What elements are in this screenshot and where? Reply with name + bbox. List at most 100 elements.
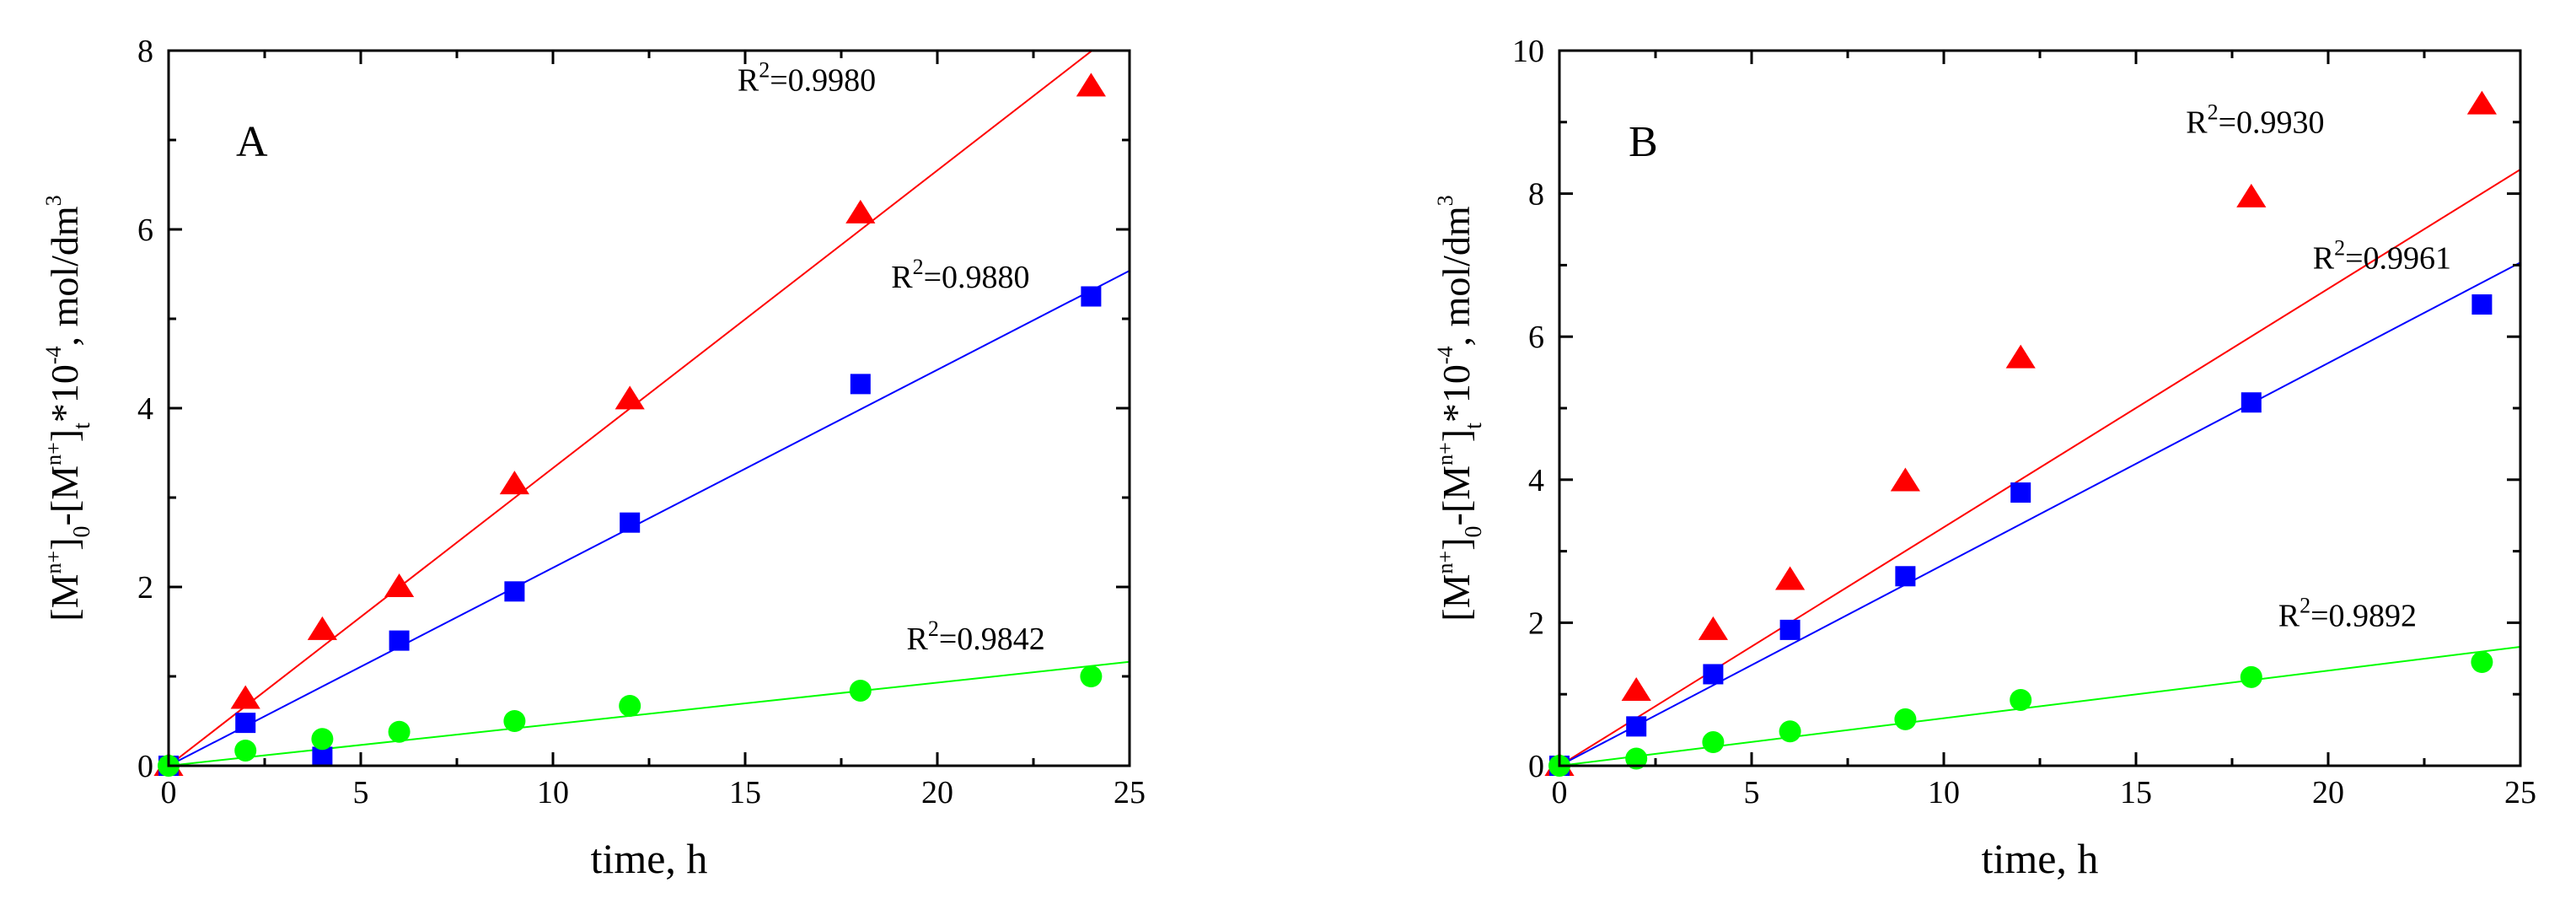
y-tick-label: 10 [1512, 34, 1544, 69]
triangle-point [384, 573, 415, 597]
r2-label-triangles: R2=0.9930 [2186, 100, 2324, 141]
square-point [850, 374, 871, 395]
square-point [1779, 619, 1801, 640]
y-title-multiplier: *10 [1435, 364, 1478, 423]
r2-label-squares: R2=0.9961 [2313, 236, 2451, 277]
y-title-sub-time: t [1461, 423, 1487, 429]
axes: 0 5 10 15 20 25 0 2 4 6 8 [137, 34, 1146, 810]
r2-label-triangles: R2=0.9980 [738, 58, 876, 99]
y-title-exponent: -4 [1433, 346, 1457, 364]
triangle-point [614, 385, 645, 410]
circle-point [2010, 688, 2032, 711]
y-title-units-exp: 3 [1433, 195, 1457, 206]
y-title-units: , mol/dm [1435, 206, 1478, 346]
y-title-bracket-open: [M [1435, 573, 1478, 621]
y-title-species-2: n+ [1433, 442, 1457, 466]
fit-line-squares [1559, 261, 2520, 766]
square-point [2241, 392, 2262, 413]
triangle-point [2236, 183, 2267, 207]
y-title-sub-time: t [69, 423, 95, 429]
x-tick-label: 20 [2312, 775, 2344, 810]
square-point [1703, 664, 1724, 685]
circle-point [388, 720, 411, 743]
y-title-species: n+ [41, 551, 66, 574]
y-tick-label: 0 [1528, 749, 1544, 784]
square-point [1895, 566, 1916, 587]
x-tick-label: 15 [2120, 775, 2152, 810]
y-tick-label: 6 [137, 213, 153, 248]
square-point [1081, 286, 1102, 307]
y-tick-label: 8 [1528, 177, 1544, 213]
data-points [1544, 90, 2497, 777]
y-title-exponent: -4 [41, 346, 66, 364]
x-tick-label: 5 [1744, 775, 1760, 810]
circle-point [1625, 747, 1648, 770]
square-point [2010, 482, 2031, 503]
axes: 0 5 10 15 20 25 0 2 4 6 8 10 [1512, 34, 2536, 810]
square-point [235, 713, 256, 734]
fit-line-triangles [169, 51, 1094, 766]
circle-point [1894, 708, 1917, 730]
square-point [620, 512, 641, 533]
y-title-multiplier: *10 [43, 364, 86, 423]
x-tick-label: 15 [729, 775, 761, 810]
square-point [2471, 294, 2493, 315]
triangle-point [1890, 467, 1920, 492]
x-tick-label: 0 [1552, 775, 1568, 810]
x-axis-title-b: time, h [1982, 835, 2099, 882]
r2-label-circles: R2=0.9892 [2278, 594, 2417, 634]
x-tick-label: 20 [921, 775, 953, 810]
plot-frame [1558, 49, 2522, 767]
circle-point [2471, 651, 2493, 674]
triangle-point [1775, 566, 1806, 590]
triangle-point [1076, 73, 1106, 97]
y-tick-label: 0 [137, 749, 153, 784]
square-point [1626, 716, 1647, 737]
panel-letter-a: A [236, 118, 268, 166]
y-tick-label: 6 [1528, 320, 1544, 355]
y-tick-label: 2 [137, 570, 153, 606]
y-title-sub-initial: 0 [69, 525, 95, 537]
x-tick-label: 5 [353, 775, 369, 810]
y-tick-label: 4 [1528, 463, 1544, 498]
circle-point [1080, 665, 1103, 687]
y-tick-label: 8 [137, 34, 153, 69]
triangle-point [845, 199, 876, 223]
triangle-point [499, 471, 529, 495]
x-tick-label: 10 [1928, 775, 1960, 810]
r2-annotations: R2=0.9930 R2=0.9961 R2=0.9892 [2186, 100, 2451, 634]
panel-letter-b: B [1629, 118, 1658, 166]
y-title-units-exp: 3 [41, 195, 66, 206]
x-tick-label: 25 [1114, 775, 1146, 810]
x-tick-label: 25 [2504, 775, 2536, 810]
y-axis-title-b: [Mn+]0-[Mn+]t*10-4, mol/dm3 [1433, 195, 1487, 621]
plot-frame [167, 49, 1131, 767]
y-title-species-2: n+ [41, 442, 66, 466]
circle-point [619, 694, 641, 717]
y-axis-title-a: [Mn+]0-[Mn+]t*10-4, mol/dm3 [41, 195, 95, 621]
square-point [389, 630, 410, 651]
triangle-point [2466, 90, 2497, 115]
x-tick-label: 0 [161, 775, 177, 810]
circle-point [311, 728, 334, 751]
fit-line-squares [169, 270, 1130, 766]
triangle-point [1621, 676, 1651, 701]
circle-point [1702, 731, 1725, 754]
x-axis-title-a: time, h [591, 835, 708, 882]
data-points [153, 73, 1106, 777]
x-tick-label: 10 [537, 775, 569, 810]
triangle-point [307, 616, 337, 640]
panel-b: R2=0.9930 R2=0.9961 R2=0.9892 0 5 10 15 20 25 0 2… [1433, 34, 2536, 882]
y-title-units: , mol/dm [43, 206, 86, 346]
y-title-bracket-open: [M [43, 573, 86, 621]
y-tick-label: 2 [1528, 606, 1544, 641]
r2-label-circles: R2=0.9842 [907, 616, 1045, 657]
y-title-species: n+ [1433, 551, 1457, 574]
circle-point [1779, 720, 1801, 743]
y-tick-label: 4 [137, 391, 153, 427]
circle-point [503, 710, 526, 732]
square-point [504, 581, 525, 602]
triangle-point [230, 685, 260, 709]
